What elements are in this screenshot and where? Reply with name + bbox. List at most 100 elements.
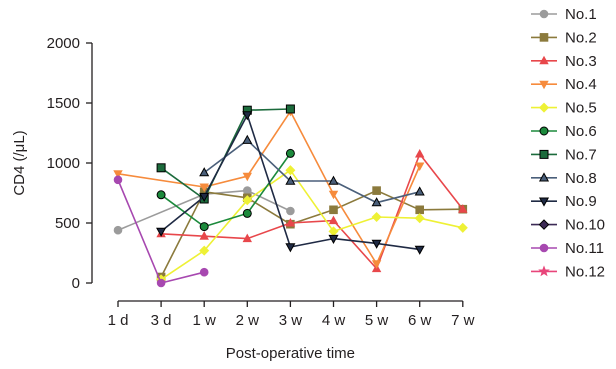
legend-label: No.8 xyxy=(565,170,597,187)
data-point xyxy=(372,186,381,195)
series-no8 xyxy=(199,134,425,207)
series-layer xyxy=(113,104,468,288)
data-point xyxy=(242,134,253,144)
data-point xyxy=(242,111,253,121)
data-point xyxy=(328,175,339,185)
data-point xyxy=(199,192,210,203)
legend-item: No.5 xyxy=(531,100,597,117)
legend-marker xyxy=(539,55,549,65)
series-line xyxy=(117,189,291,231)
legend-marker xyxy=(538,102,550,113)
data-point xyxy=(328,234,339,245)
data-point xyxy=(328,190,339,200)
data-point xyxy=(199,245,210,256)
data-point xyxy=(113,225,123,235)
x-tick-label: 7 w xyxy=(451,312,475,329)
legend-item: No.9 xyxy=(531,193,597,210)
series-line xyxy=(160,189,463,278)
legend-item: No.3 xyxy=(531,53,597,70)
legend-item: No.6 xyxy=(531,123,597,140)
data-point xyxy=(199,267,209,277)
legend-label: No.2 xyxy=(565,29,597,46)
legend-marker xyxy=(539,149,549,159)
y-tick-label: 1000 xyxy=(47,155,80,172)
legend-item: No.10 xyxy=(531,217,605,234)
x-tick-label: 3 d xyxy=(151,312,172,329)
x-tick-label: 4 w xyxy=(322,312,346,329)
data-point xyxy=(156,163,166,173)
series-no5 xyxy=(156,165,468,285)
series-line xyxy=(161,153,464,270)
data-point xyxy=(242,172,253,182)
x-tick-label: 1 d xyxy=(108,312,129,329)
legend-label: No.9 xyxy=(565,193,597,210)
legend-marker xyxy=(539,126,549,136)
legend-item: No.1 xyxy=(531,6,597,23)
data-point xyxy=(457,222,468,233)
legend-marker xyxy=(538,219,550,230)
legend-marker xyxy=(539,33,549,42)
data-point xyxy=(285,104,295,114)
data-point xyxy=(371,260,382,269)
x-tick-label: 3 w xyxy=(279,312,303,329)
legend-label: No.11 xyxy=(565,240,604,257)
legend-item: No.4 xyxy=(531,76,597,93)
data-point xyxy=(328,215,339,225)
data-point xyxy=(199,231,209,240)
series-no9 xyxy=(156,111,425,255)
data-point xyxy=(113,170,123,179)
legend-label: No.5 xyxy=(565,100,597,117)
data-point xyxy=(285,243,296,253)
y-axis-label: CD4 (/μL) xyxy=(11,130,28,195)
legend: No.1 No.2 No.3 No.4 No.5 No.6 No.7 No.8 No.9 No.1… xyxy=(531,6,605,280)
data-point xyxy=(156,278,166,288)
axes: 0 500 1000 1500 2000 1 d 3 d 1 w 2 w 3 w 4 w 5 w 6 w… xyxy=(47,35,475,329)
legend-marker xyxy=(538,172,550,182)
data-point xyxy=(113,175,123,185)
legend-label: No.3 xyxy=(565,53,597,70)
x-tick-label: 1 w xyxy=(193,312,217,329)
legend-marker xyxy=(539,80,549,90)
data-point xyxy=(458,204,468,213)
series-no7 xyxy=(156,104,295,204)
legend-item: No.7 xyxy=(531,146,597,163)
data-point xyxy=(285,148,295,158)
legend-marker xyxy=(538,197,550,207)
data-point xyxy=(199,183,209,193)
series-no11 xyxy=(113,175,209,288)
data-point xyxy=(199,222,209,232)
data-point xyxy=(285,165,296,176)
series-line xyxy=(160,169,463,281)
data-point xyxy=(156,190,166,200)
legend-label: No.7 xyxy=(565,146,597,163)
legend-item: No.12 xyxy=(531,263,605,280)
legend-label: No.12 xyxy=(565,263,605,280)
data-point xyxy=(242,195,253,206)
x-axis-label: Post-operative time xyxy=(226,345,355,362)
x-tick-label: 6 w xyxy=(408,312,432,329)
data-point xyxy=(285,175,296,185)
data-point xyxy=(414,245,425,255)
data-point xyxy=(199,167,210,177)
data-point xyxy=(415,205,425,215)
data-point xyxy=(286,206,295,216)
legend-marker xyxy=(539,9,549,19)
legend-item: No.2 xyxy=(531,29,597,46)
legend-label: No.1 xyxy=(565,6,597,23)
data-point xyxy=(414,213,425,224)
data-point xyxy=(414,148,425,158)
data-point xyxy=(243,186,252,195)
data-point xyxy=(371,239,382,249)
x-tick-label: 5 w xyxy=(365,312,389,329)
legend-marker xyxy=(539,243,549,253)
legend-label: No.10 xyxy=(565,217,605,234)
x-tick-label: 2 w xyxy=(236,312,260,329)
data-point xyxy=(156,227,167,237)
legend-marker xyxy=(538,265,550,277)
data-point xyxy=(414,162,425,172)
data-point xyxy=(371,197,382,207)
data-point xyxy=(242,208,252,218)
y-tick-label: 500 xyxy=(55,215,80,232)
legend-label: No.4 xyxy=(565,76,597,93)
